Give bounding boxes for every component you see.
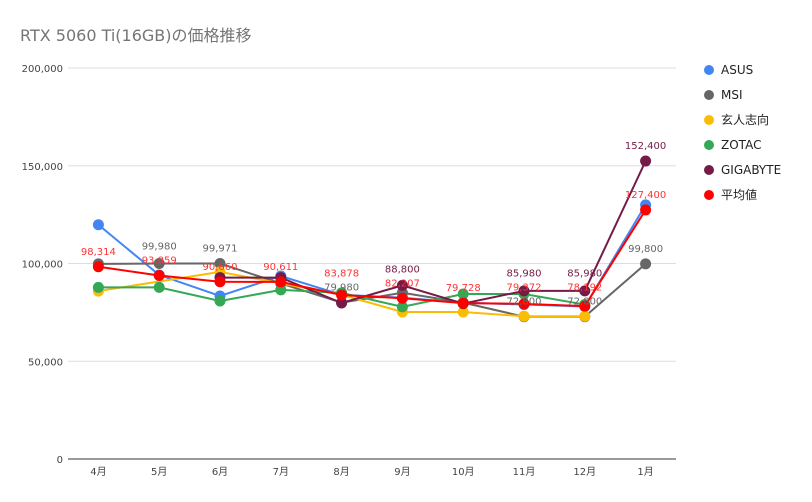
legend-marker xyxy=(704,90,714,100)
data-point xyxy=(153,258,165,270)
legend-label: ASUS xyxy=(721,63,753,77)
data-point xyxy=(214,276,226,288)
y-tick-label: 150,000 xyxy=(22,162,63,173)
data-point xyxy=(396,279,408,291)
legend-label: 玄人志向 xyxy=(721,112,769,127)
data-point xyxy=(153,281,165,293)
data-label: 79,980 xyxy=(324,283,359,294)
data-point xyxy=(92,281,104,293)
legend-marker xyxy=(704,190,714,200)
data-label: 82,207 xyxy=(385,278,420,289)
x-tick-label: 11月 xyxy=(513,466,536,478)
legend-marker xyxy=(704,115,714,125)
chart-title: RTX 5060 Ti(16GB)の価格推移 xyxy=(20,26,252,45)
data-label: 72,800 xyxy=(567,297,602,308)
data-point xyxy=(640,155,652,167)
data-label: 78,192 xyxy=(567,283,602,294)
data-point xyxy=(275,284,287,296)
data-label: 99,980 xyxy=(142,242,177,253)
x-tick-label: 7月 xyxy=(273,466,289,478)
data-point xyxy=(336,297,348,309)
data-point xyxy=(396,301,408,313)
legend-label: MSI xyxy=(721,88,743,102)
data-point xyxy=(336,289,348,301)
data-label: 72,800 xyxy=(507,297,542,308)
data-label: 90,660 xyxy=(203,262,238,273)
legend-marker xyxy=(704,140,714,150)
x-tick-label: 12月 xyxy=(573,466,596,478)
data-label: 83,878 xyxy=(324,269,359,280)
data-point xyxy=(457,288,469,300)
data-point xyxy=(579,310,591,322)
data-label: 79,728 xyxy=(446,283,481,294)
y-tick-label: 0 xyxy=(57,455,63,466)
data-point xyxy=(640,258,652,270)
data-point xyxy=(640,204,652,216)
data-point xyxy=(518,285,530,297)
y-tick-label: 200,000 xyxy=(22,64,63,75)
legend-marker xyxy=(704,165,714,175)
data-label: 85,980 xyxy=(567,269,602,280)
x-tick-label: 6月 xyxy=(212,466,228,478)
data-label: 99,971 xyxy=(203,244,238,255)
y-tick-label: 50,000 xyxy=(28,357,63,368)
legend-label: 平均値 xyxy=(721,187,757,202)
data-label: 98,314 xyxy=(81,247,116,258)
data-point xyxy=(579,300,591,312)
data-point xyxy=(457,297,469,309)
data-label: 93,859 xyxy=(142,256,177,267)
data-label: 99,800 xyxy=(628,244,663,255)
data-point xyxy=(579,285,591,297)
data-label: 79,372 xyxy=(507,283,542,294)
data-label: 152,400 xyxy=(625,141,666,152)
data-label: 88,800 xyxy=(385,264,420,275)
data-point xyxy=(92,261,104,273)
data-point xyxy=(275,276,287,288)
data-point xyxy=(396,292,408,304)
x-tick-label: 8月 xyxy=(333,466,349,478)
legend-marker xyxy=(704,65,714,75)
data-point xyxy=(214,258,226,270)
data-point xyxy=(457,306,469,318)
legend-label: GIGABYTE xyxy=(721,163,781,177)
data-label: 90,611 xyxy=(263,262,298,273)
series-line-4 xyxy=(220,160,647,305)
x-tick-label: 10月 xyxy=(452,466,475,478)
data-point xyxy=(518,298,530,310)
series-line-5 xyxy=(98,209,647,308)
y-tick-label: 100,000 xyxy=(22,260,63,271)
data-label: 127,400 xyxy=(625,190,666,201)
x-tick-label: 4月 xyxy=(90,466,106,478)
data-point xyxy=(92,219,104,231)
x-tick-label: 1月 xyxy=(637,466,653,478)
legend-label: ZOTAC xyxy=(721,138,761,152)
data-point xyxy=(153,270,165,282)
data-point xyxy=(518,310,530,322)
data-point xyxy=(214,295,226,307)
x-tick-label: 5月 xyxy=(151,466,167,478)
x-tick-label: 9月 xyxy=(394,466,410,478)
data-label: 85,980 xyxy=(507,269,542,280)
